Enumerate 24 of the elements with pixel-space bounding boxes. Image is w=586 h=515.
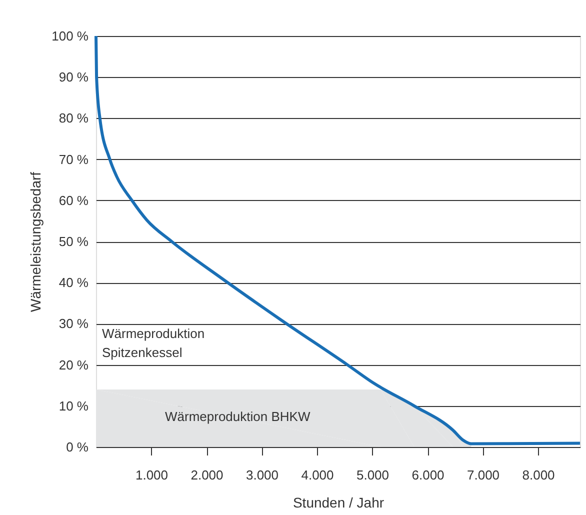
annotation: Wärmeproduktion Spitzenkessel bbox=[102, 326, 205, 360]
y-tick-label: 90 % bbox=[58, 70, 89, 85]
y-tick-label: 40 % bbox=[58, 275, 89, 290]
x-tick-label: 7.000 bbox=[466, 468, 500, 482]
x-tick-label: 1.000 bbox=[135, 468, 168, 482]
y-tick-label: 20 % bbox=[58, 357, 89, 372]
y-tick-label: 0 % bbox=[66, 440, 89, 454]
y-tick-label: 60 % bbox=[58, 192, 89, 208]
x-tick-label: 5.000 bbox=[356, 468, 390, 482]
x-axis-title: Stunden / Jahr bbox=[292, 494, 384, 510]
annotation: Wärmeproduktion BHKW bbox=[165, 409, 311, 424]
x-tick-label: 3.000 bbox=[246, 468, 279, 482]
y-axis-title: Wärmeleistungsbedarf bbox=[28, 172, 44, 312]
x-tick-label: 2.000 bbox=[190, 468, 224, 482]
y-tick-label: 100 % bbox=[52, 28, 89, 44]
y-tick-label: 10 % bbox=[58, 398, 89, 414]
x-tick-label: 6.000 bbox=[412, 468, 444, 482]
y-tick-label: 80 % bbox=[58, 110, 89, 126]
y-tick-label: 30 % bbox=[58, 316, 89, 332]
y-tick-label: 50 % bbox=[58, 234, 89, 249]
x-tick-label: 8.000 bbox=[522, 468, 555, 482]
x-tick-label: 4.000 bbox=[301, 468, 334, 482]
y-tick-label: 70 % bbox=[58, 152, 89, 167]
line-series bbox=[94, 34, 582, 446]
